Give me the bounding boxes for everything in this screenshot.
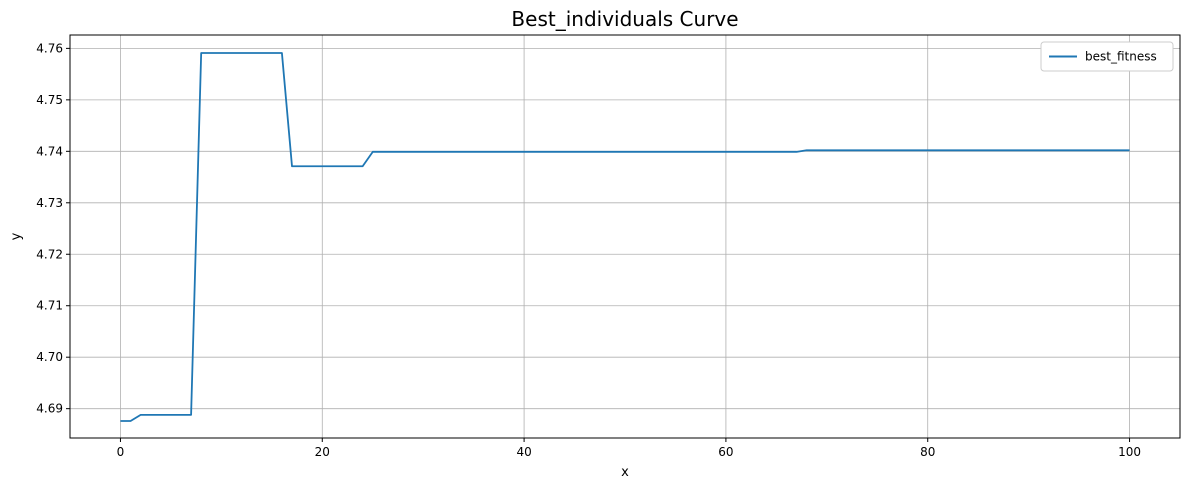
y-tick-label: 4.76 [36,41,63,55]
x-tick-label: 20 [315,445,330,459]
plot-frame [69,34,1181,439]
y-tick-label: 4.75 [36,93,63,107]
y-tick-label: 4.71 [36,299,63,313]
legend-box [1040,41,1174,72]
x-tick-label: 100 [1118,445,1141,459]
series-line-best-fitness [120,52,1130,422]
y-axis-label: y [9,232,24,240]
chart-title: Best_individuals Curve [511,7,738,31]
y-tick-label: 4.70 [36,350,63,364]
y-tick-label: 4.74 [36,144,63,158]
y-tick-label: 4.69 [36,402,63,416]
y-tick-label: 4.72 [36,247,63,261]
x-tick-label: 80 [920,445,935,459]
x-tick-label: 60 [718,445,733,459]
legend: best_fitness [1040,41,1174,72]
ticks: 0 20 40 60 80 100 4.69 4.70 4.71 4.72 4.73 4.74 4.75… [36,41,1141,459]
x-axis-label: x [621,465,629,480]
x-tick-label: 40 [516,445,531,459]
legend-label-best-fitness: best_fitness [1085,50,1157,64]
grid [70,35,1180,438]
y-tick-label: 4.73 [36,196,63,210]
series-layer [120,52,1130,422]
x-tick-label: 0 [117,445,125,459]
